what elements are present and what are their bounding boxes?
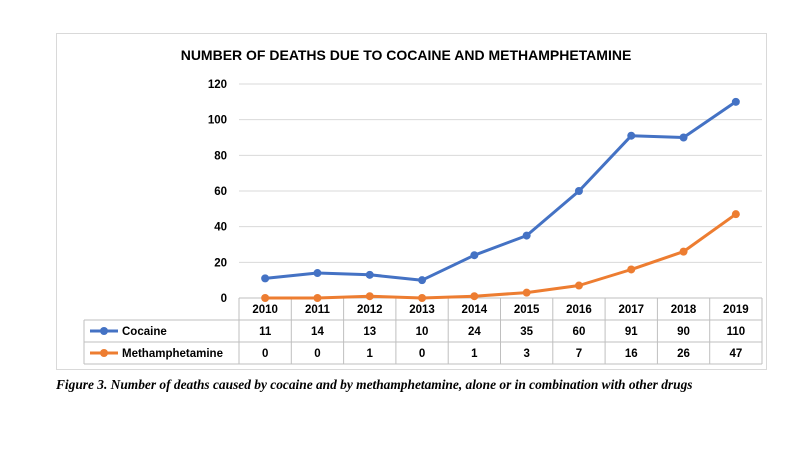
- data-table-value: 91: [625, 326, 638, 338]
- series-lines: [265, 100, 737, 300]
- data-point: [627, 131, 636, 140]
- data-table-value: 0: [262, 348, 268, 360]
- data-table-value: 35: [520, 326, 533, 338]
- legend-key-marker: [100, 349, 108, 357]
- y-tick-label: 100: [208, 115, 227, 127]
- data-table-value: 10: [416, 326, 429, 338]
- data-table-value: 0: [314, 348, 320, 360]
- data-point: [261, 294, 270, 302]
- data-table-value: 47: [729, 348, 742, 360]
- chart-frame: NUMBER OF DEATHS DUE TO COCAINE AND METH…: [56, 33, 767, 370]
- legend-label: Cocaine: [122, 326, 167, 338]
- y-tick-label: 80: [214, 150, 227, 162]
- data-point: [365, 292, 374, 301]
- data-point: [261, 274, 270, 283]
- gridlines: [239, 83, 762, 263]
- data-point: [313, 294, 322, 302]
- x-tick-label: 2014: [462, 304, 488, 316]
- y-tick-label: 120: [208, 79, 227, 91]
- y-tick-label: 40: [214, 222, 227, 234]
- data-table-value: 110: [727, 326, 746, 338]
- data-table-value: 13: [363, 326, 376, 338]
- x-tick-label: 2010: [252, 304, 278, 316]
- data-table: 2010 2011 2012 2013 2014 2015 2016 2017 2018 2019…: [83, 297, 763, 365]
- data-point: [470, 251, 479, 260]
- data-table-value: 14: [311, 326, 324, 338]
- data-point: [627, 265, 636, 274]
- data-point: [731, 210, 740, 219]
- series-line-cocaine: [265, 100, 737, 282]
- data-table-value: 1: [367, 348, 374, 360]
- x-tick-label: 2015: [514, 304, 540, 316]
- data-point: [418, 294, 427, 302]
- data-point: [679, 133, 688, 142]
- y-axis-ticks: 0 20 40 60 80 100 120: [208, 79, 227, 305]
- data-table-value: 7: [576, 348, 582, 360]
- data-point: [470, 292, 479, 301]
- data-point: [731, 97, 740, 106]
- series-points: [261, 97, 740, 302]
- y-tick-label: 20: [214, 257, 227, 269]
- data-point: [574, 281, 583, 290]
- data-table-value: 24: [468, 326, 481, 338]
- series-line-methamphetamine: [265, 212, 737, 300]
- chart-title: NUMBER OF DEATHS DUE TO COCAINE AND METH…: [181, 47, 632, 63]
- x-tick-label: 2016: [566, 304, 592, 316]
- y-tick-label: 60: [214, 186, 227, 198]
- x-tick-label: 2018: [671, 304, 697, 316]
- x-tick-label: 2013: [409, 304, 435, 316]
- data-point: [313, 269, 322, 278]
- x-tick-label: 2019: [723, 304, 749, 316]
- data-table-value: 1: [471, 348, 478, 360]
- legend-label: Methamphetamine: [122, 348, 223, 360]
- x-tick-label: 2012: [357, 304, 383, 316]
- data-point: [679, 247, 688, 256]
- line-chart: NUMBER OF DEATHS DUE TO COCAINE AND METH…: [83, 47, 763, 365]
- data-table-value: 26: [677, 348, 690, 360]
- data-point: [574, 187, 583, 195]
- data-table-value: 90: [677, 326, 690, 338]
- data-point: [522, 288, 531, 297]
- data-table-value: 11: [259, 326, 272, 338]
- data-table-value: 0: [419, 348, 425, 360]
- data-table-value: 16: [625, 348, 638, 360]
- data-point: [365, 270, 374, 279]
- data-point: [522, 231, 531, 240]
- figure-caption: Figure 3. Number of deaths caused by coc…: [56, 377, 693, 392]
- data-table-value: 60: [573, 326, 586, 338]
- x-tick-label: 2011: [305, 304, 331, 316]
- data-point: [418, 276, 427, 285]
- legend-key-marker: [100, 327, 108, 335]
- data-table-value: 3: [523, 348, 529, 360]
- y-tick-label: 0: [221, 293, 227, 305]
- x-tick-label: 2017: [618, 304, 644, 316]
